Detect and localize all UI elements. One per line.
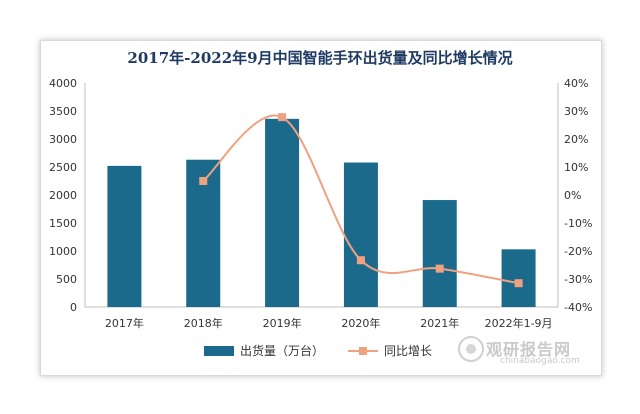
y-right-tick-label: 30% <box>564 105 588 118</box>
growth-marker <box>356 256 365 265</box>
y-right-tick-label: -10% <box>564 217 592 230</box>
y-left-tick-label: 1500 <box>49 217 77 230</box>
y-right-tick-label: 20% <box>564 133 588 146</box>
legend-swatch-marker <box>359 347 367 355</box>
y-left-tick-label: 500 <box>56 273 77 286</box>
y-left-tick-label: 1000 <box>49 245 77 258</box>
growth-marker <box>199 177 208 185</box>
y-right-tick-label: 40% <box>564 77 588 90</box>
y-right-tick-label: -20% <box>564 245 592 258</box>
growth-marker <box>278 113 287 122</box>
growth-marker <box>435 264 444 273</box>
legend-label-bar: 出货量（万台） <box>240 343 324 358</box>
bar <box>422 200 457 307</box>
y-right-tick-label: -40% <box>564 301 592 314</box>
y-right-tick-label: 0% <box>564 189 581 202</box>
bar <box>343 162 378 307</box>
y-left-tick-label: 0 <box>70 301 77 314</box>
growth-line <box>202 114 519 285</box>
x-tick-label: 2021年 <box>420 316 459 330</box>
bar <box>107 165 142 307</box>
legend-swatch-bar <box>204 346 234 356</box>
x-tick-label: 2019年 <box>263 316 302 330</box>
y-left-tick-label: 2000 <box>49 189 77 202</box>
watermark-text: 观研报告网 <box>486 340 572 359</box>
watermark-url: chinabaogao.com <box>500 356 580 366</box>
y-right-tick-label: -30% <box>564 273 592 286</box>
y-left-tick-label: 3500 <box>49 105 77 118</box>
y-left-tick-label: 4000 <box>49 77 77 90</box>
x-tick-label: 2017年 <box>105 316 144 330</box>
y-left-tick-label: 3000 <box>49 133 77 146</box>
x-tick-label: 2020年 <box>341 316 380 330</box>
bar <box>501 249 536 307</box>
x-tick-label: 2018年 <box>184 316 223 330</box>
y-right-tick-label: 10% <box>564 161 588 174</box>
bar <box>265 118 300 307</box>
chart-title: 2017年-2022年9月中国智能手环出货量及同比增长情况 <box>127 49 513 67</box>
growth-marker <box>514 279 523 288</box>
x-tick-label: 2022年1-9月 <box>485 316 553 330</box>
y-left-tick-label: 2500 <box>49 161 77 174</box>
legend-label-line: 同比增长 <box>384 344 432 358</box>
watermark-logo-icon <box>458 336 484 362</box>
